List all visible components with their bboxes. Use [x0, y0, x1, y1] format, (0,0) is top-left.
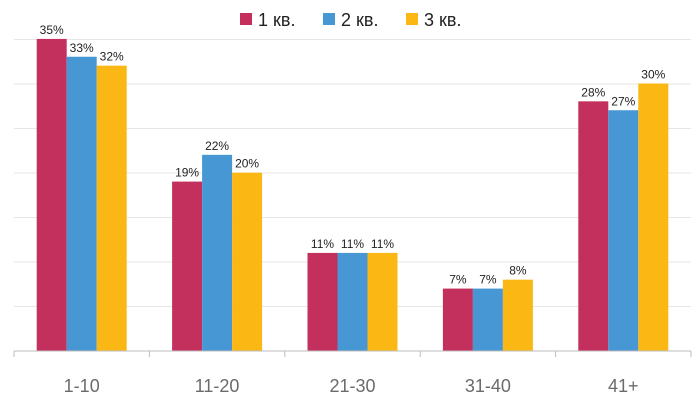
- legend-swatch-series-3: [406, 13, 418, 25]
- x-tick-label-41+: 41+: [608, 376, 639, 396]
- legend-swatch-series-1: [240, 13, 252, 25]
- data-label-21-30-series-2: 11%: [341, 237, 364, 251]
- data-label-11-20-series-3: 20%: [235, 157, 259, 171]
- legend: 1 кв. 2 кв. 3 кв.: [240, 10, 461, 30]
- x-tick-label-11-20: 11-20: [195, 376, 240, 396]
- bar-31-40-series-3: [502, 279, 533, 351]
- bar-11-20-series-2: [202, 154, 233, 351]
- bar-41+-series-1: [578, 101, 609, 351]
- bar-31-40-series-2: [472, 288, 503, 351]
- bar-41+-series-3: [638, 83, 669, 351]
- bars: [36, 38, 669, 352]
- data-label-41+-series-3: 30%: [641, 68, 665, 82]
- data-label-31-40-series-1: 7%: [449, 273, 467, 287]
- data-label-21-30-series-1: 11%: [311, 237, 334, 251]
- bar-41+-series-2: [608, 110, 639, 351]
- bar-1-10-series-2: [66, 56, 97, 351]
- bar-1-10-series-3: [96, 65, 127, 352]
- bar-11-20-series-3: [232, 172, 263, 351]
- x-axis: 1-10 11-20 21-30 31-40 41+: [13, 350, 692, 396]
- data-label-11-20-series-1: 19%: [175, 166, 199, 180]
- x-tick-label-1-10: 1-10: [64, 376, 100, 396]
- bar-21-30-series-1: [307, 252, 338, 351]
- legend-label-series-1: 1 кв.: [258, 10, 295, 30]
- data-label-1-10-series-1: 35%: [40, 23, 64, 37]
- data-label-41+-series-2: 27%: [611, 94, 635, 108]
- data-label-11-20-series-2: 22%: [205, 139, 229, 153]
- x-tick-label-31-40: 31-40: [465, 376, 511, 396]
- gridlines: [14, 39, 691, 307]
- data-label-21-30-series-3: 11%: [371, 237, 394, 251]
- legend-label-series-3: 3 кв.: [424, 10, 461, 30]
- data-label-31-40-series-3: 8%: [509, 264, 527, 278]
- legend-label-series-2: 2 кв.: [341, 10, 378, 30]
- x-tick-label-21-30: 21-30: [329, 376, 375, 396]
- data-labels: 35% 33% 32% 19% 22% 20% 11% 11% 11% 7% 7% 8% 28% 27% 3…: [40, 23, 666, 287]
- data-label-1-10-series-3: 32%: [100, 50, 124, 64]
- bar-11-20-series-1: [172, 181, 203, 351]
- data-label-1-10-series-2: 33%: [70, 41, 94, 55]
- bar-21-30-series-2: [337, 252, 368, 351]
- data-label-41+-series-1: 28%: [581, 85, 605, 99]
- bar-21-30-series-3: [367, 252, 398, 351]
- bar-31-40-series-1: [442, 288, 473, 351]
- data-label-31-40-series-2: 7%: [479, 273, 497, 287]
- legend-swatch-series-2: [323, 13, 335, 25]
- bar-1-10-series-1: [36, 38, 67, 352]
